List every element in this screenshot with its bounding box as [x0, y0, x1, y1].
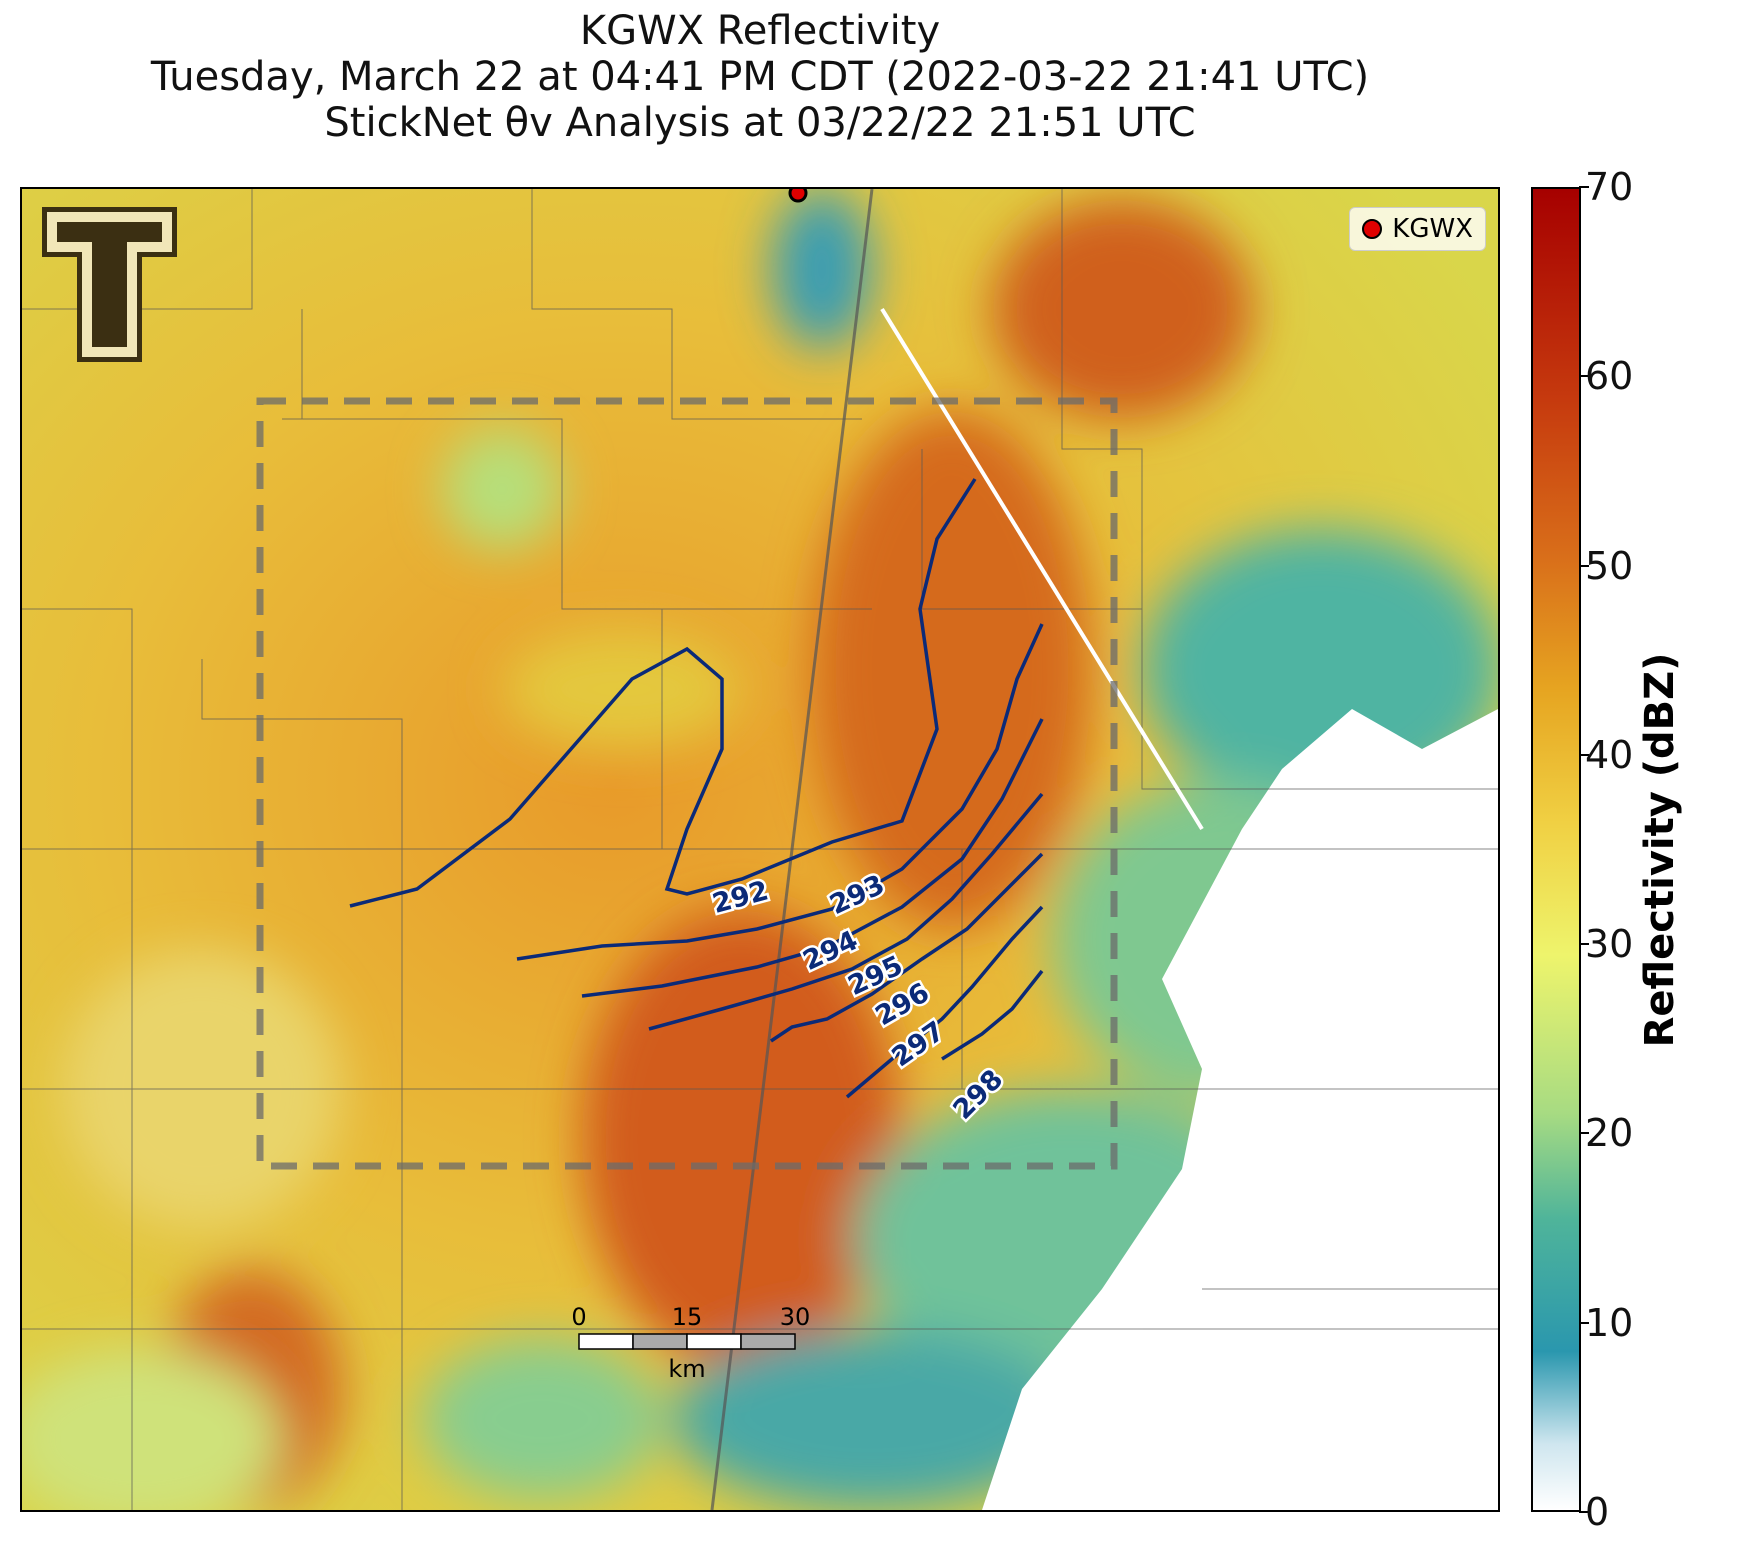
contour-292-line	[349, 478, 977, 908]
scale-unit: km	[668, 1355, 705, 1383]
legend-label: KGWX	[1392, 214, 1473, 244]
figure-title: KGWX Reflectivity Tuesday, March 22 at 0…	[0, 8, 1520, 146]
colorbar-tickmark	[1579, 375, 1589, 378]
scale-bar: 0 15 30 km	[571, 1303, 810, 1383]
colorbar-tick-label: 10	[1585, 1300, 1634, 1345]
colorbar-tickmark	[1579, 1511, 1589, 1513]
beam-blockage-line	[880, 307, 1204, 831]
contour-298-line	[941, 969, 1044, 1061]
colorbar-tickmark	[1579, 1321, 1589, 1324]
contour-293-line	[516, 623, 1044, 961]
contour-296-line	[770, 852, 1044, 1043]
title-line-3: StickNet θv Analysis at 03/22/22 21:51 U…	[324, 100, 1196, 146]
colorbar-tick-label: 50	[1585, 543, 1634, 588]
map-legend: KGWX	[1349, 207, 1486, 251]
radar-map[interactable]: 292 293 294 295 296 297 298 0 15 30 km	[20, 187, 1500, 1512]
map-canvas: 292 293 294 295 296 297 298 0 15 30 km	[22, 189, 1498, 1510]
colorbar-tickmark	[1579, 564, 1589, 567]
colorbar-tick-label: 0	[1585, 1490, 1610, 1534]
colorbar-tickmark	[1579, 1132, 1589, 1135]
theta-v-contours	[349, 478, 1044, 1099]
colorbar-tickmark	[1579, 753, 1589, 756]
radial-line	[710, 189, 874, 1510]
colorbar-tick-label: 30	[1585, 922, 1634, 967]
title-line-1: KGWX Reflectivity	[579, 8, 941, 54]
contour-294-line	[581, 718, 1044, 998]
scale-tick-15: 15	[672, 1303, 703, 1331]
no-echo-region	[982, 709, 1498, 1510]
scale-tick-30: 30	[780, 1303, 811, 1331]
colorbar-label: Reflectivity (dBZ)	[1637, 652, 1683, 1048]
colorbar-tick-label: 40	[1585, 732, 1634, 777]
kgwx-radar-site-marker[interactable]	[788, 189, 808, 203]
title-line-2: Tuesday, March 22 at 04:41 PM CDT (2022-…	[150, 54, 1370, 100]
texas-tech-logo	[42, 207, 177, 362]
radar-marker-icon	[1362, 219, 1383, 239]
colorbar-tickmark	[1579, 943, 1589, 946]
colorbar-tick-label: 60	[1585, 354, 1634, 399]
contour-297-line	[845, 905, 1044, 1099]
scale-tick-0: 0	[571, 1303, 586, 1331]
county-boundaries	[22, 189, 1498, 1510]
colorbar-tick-label: 70	[1585, 165, 1634, 209]
contour-295-line	[648, 792, 1044, 1031]
colorbar-tick-label: 20	[1585, 1111, 1634, 1156]
colorbar-tickmark	[1579, 186, 1589, 188]
analysis-domain-box	[256, 397, 1118, 1170]
colorbar	[1531, 187, 1581, 1512]
